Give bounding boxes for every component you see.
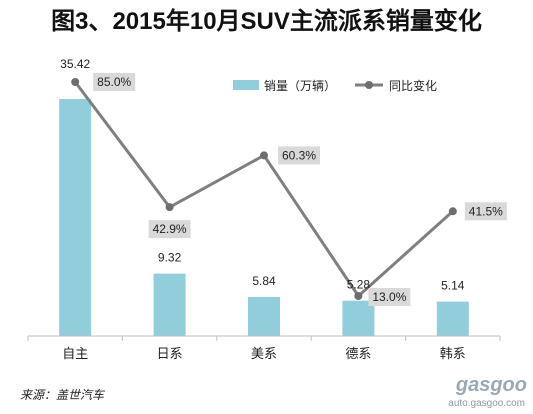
legend: 销量（万辆） 同比变化 — [233, 78, 437, 93]
bar-value-label-0: 35.42 — [60, 57, 90, 71]
line-value-label-3: 13.0% — [372, 290, 406, 304]
watermark-logo: gasgoo auto.gasgoo.com — [431, 374, 527, 412]
line-value-label-0: 85.0% — [97, 75, 131, 89]
watermark-logo-text: gasgoo — [455, 374, 527, 396]
line-path — [74, 81, 454, 298]
line-point-2 — [260, 151, 268, 160]
bar-value-label-3: 5.28 — [347, 278, 371, 292]
x-tick-label-3: 德系 — [345, 346, 371, 361]
x-axis: 自主 日系 美系 德系 韩系 — [27, 335, 501, 361]
line-series — [71, 78, 457, 300]
x-tick-label-1: 日系 — [157, 346, 183, 361]
line-value-label-2: 60.3% — [282, 148, 316, 162]
bar-value-label-1: 9.32 — [158, 251, 182, 265]
line-point-0 — [71, 78, 80, 86]
x-tick-label-0: 自主 — [62, 346, 88, 361]
bar-1 — [153, 273, 186, 336]
legend-line-label: 同比变化 — [389, 78, 437, 93]
line-label-box-0 — [93, 73, 136, 91]
bar-value-label-4: 5.14 — [441, 279, 465, 293]
bar-4 — [436, 301, 469, 336]
bar-2 — [248, 296, 280, 336]
line-label-box-1 — [148, 220, 191, 239]
line-value-label-1: 42.9% — [153, 222, 187, 236]
line-point-4 — [448, 207, 457, 216]
line-point-3 — [354, 292, 363, 300]
x-tick-label-4: 韩系 — [440, 346, 466, 361]
line-label-box-4 — [464, 202, 507, 221]
legend-line-marker — [365, 81, 373, 89]
line-label-box-2 — [278, 146, 320, 165]
bar-series — [59, 99, 469, 336]
chart-title: 图3、2015年10月SUV主流派系销量变化 — [51, 8, 482, 35]
data-labels: 35.42 9.32 5.84 5.28 5.14 85.0% 42.9% 60.3% 13.0… — [60, 57, 507, 306]
source-note: 来源：盖世汽车 — [20, 388, 105, 402]
watermark-url: auto.gasgoo.com — [448, 398, 525, 409]
bar-value-label-2: 5.84 — [252, 274, 276, 288]
legend-bar-swatch — [233, 80, 259, 90]
x-tick-label-2: 美系 — [251, 346, 277, 361]
line-value-label-4: 41.5% — [469, 204, 503, 218]
line-label-box-3 — [368, 288, 411, 306]
legend-bar-label: 销量（万辆） — [264, 79, 336, 93]
bar-0 — [59, 99, 92, 336]
bar-3 — [342, 300, 375, 336]
line-point-1 — [165, 203, 174, 212]
